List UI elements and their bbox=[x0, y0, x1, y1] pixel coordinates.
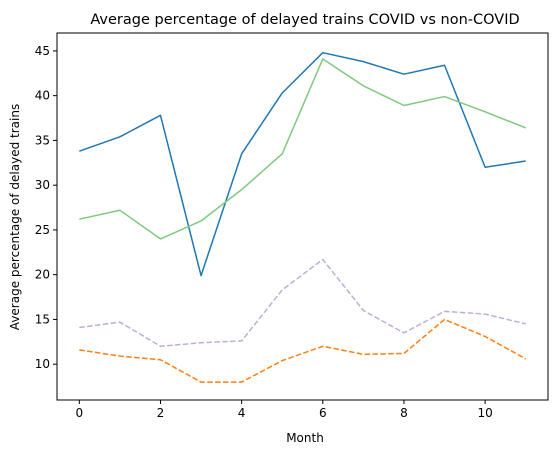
y-tick-label: 25 bbox=[35, 223, 50, 237]
series-line-3 bbox=[79, 318, 527, 383]
y-tick-label: 45 bbox=[35, 44, 50, 58]
y-tick-label: 40 bbox=[35, 89, 50, 103]
y-tick-label: 20 bbox=[35, 268, 50, 282]
x-tick-label: 8 bbox=[400, 406, 408, 420]
y-tick-label: 10 bbox=[35, 357, 50, 371]
y-tick-label: 30 bbox=[35, 178, 50, 192]
x-tick-label: 0 bbox=[75, 406, 83, 420]
plot-frame bbox=[56, 32, 549, 401]
series-line-4 bbox=[79, 258, 526, 348]
series-lines bbox=[79, 51, 527, 383]
series-line-2 bbox=[79, 58, 526, 240]
y-axis-title: Average percentage of delayed trains bbox=[8, 104, 22, 330]
x-axis-title: Month bbox=[286, 431, 324, 445]
series-line-1 bbox=[79, 51, 526, 277]
y-tick-label: 15 bbox=[35, 312, 50, 326]
x-tick-label: 4 bbox=[238, 406, 246, 420]
x-tick-label: 2 bbox=[157, 406, 165, 420]
x-axis-ticks: 0 2 4 6 8 10 bbox=[75, 400, 493, 420]
x-tick-label: 6 bbox=[319, 406, 327, 420]
x-tick-label: 10 bbox=[477, 406, 492, 420]
chart-title: Average percentage of delayed trains COV… bbox=[90, 12, 519, 28]
y-tick-label: 35 bbox=[35, 133, 50, 147]
y-axis-ticks: 10 15 20 25 30 35 40 45 bbox=[35, 44, 57, 371]
